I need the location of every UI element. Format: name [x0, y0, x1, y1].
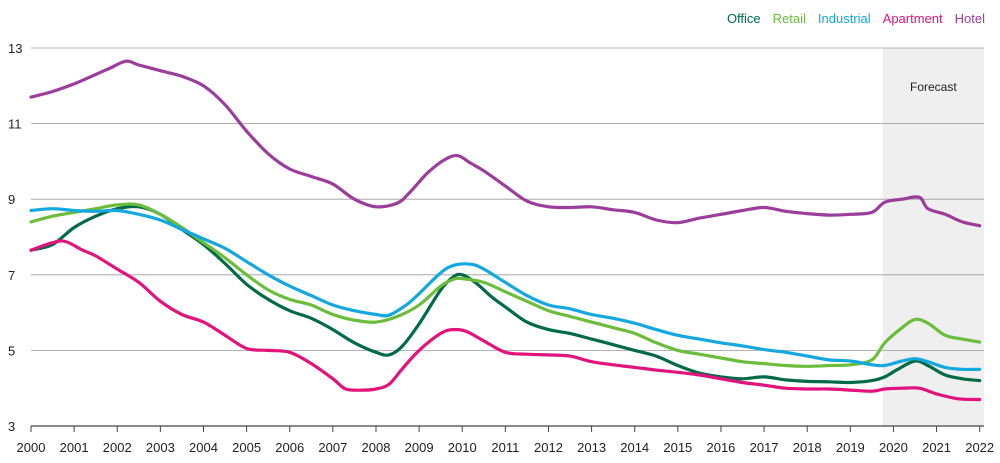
forecast-label: Forecast	[910, 80, 957, 94]
x-tick-label: 2018	[793, 440, 822, 455]
x-tick-label: 2001	[60, 440, 89, 455]
x-tick-label: 2016	[706, 440, 735, 455]
x-axis: 2000 2001 2002 2003 2004 2005 2006 2007 2008 2009…	[17, 426, 994, 455]
series-line-retail	[29, 202, 982, 368]
x-tick-label: 2019	[836, 440, 865, 455]
y-tick-label: 13	[8, 41, 22, 56]
legend: Hotel Apartment Industrial Retail Office	[727, 11, 985, 26]
x-tick-label: 2004	[189, 440, 218, 455]
gridlines	[31, 47, 984, 427]
y-tick-label: 11	[8, 117, 22, 132]
series-line-office	[29, 204, 982, 385]
legend-item-office: Office	[727, 11, 761, 26]
legend-item-apartment: Apartment	[883, 11, 943, 26]
x-tick-label: 2012	[534, 440, 563, 455]
series-line-industrial	[29, 207, 982, 372]
x-tick-label: 2021	[922, 440, 951, 455]
x-tick-label: 2022	[965, 440, 994, 455]
y-tick-label: 3	[8, 419, 15, 434]
x-tick-label: 2014	[620, 440, 649, 455]
legend-item-hotel: Hotel	[955, 11, 985, 26]
series-lines	[29, 59, 982, 402]
legend-item-retail: Retail	[773, 11, 806, 26]
legend-item-industrial: Industrial	[818, 11, 871, 26]
x-tick-label: 2020	[879, 440, 908, 455]
series-line-apartment	[29, 239, 982, 402]
x-tick-label: 2010	[448, 440, 477, 455]
y-tick-label: 7	[8, 268, 15, 283]
x-tick-label: 2003	[146, 440, 175, 455]
x-tick-label: 2005	[232, 440, 261, 455]
x-tick-label: 2017	[750, 440, 779, 455]
y-axis: 3 5 7 9 11 13	[8, 41, 22, 434]
x-tick-label: 2000	[17, 440, 46, 455]
x-tick-label: 2002	[103, 440, 132, 455]
x-tick-label: 2007	[318, 440, 347, 455]
series-line-hotel	[29, 59, 982, 228]
x-tick-label: 2009	[405, 440, 434, 455]
x-tick-label: 2015	[663, 440, 692, 455]
x-tick-label: 2008	[362, 440, 391, 455]
y-tick-label: 9	[8, 192, 15, 207]
y-tick-label: 5	[8, 343, 15, 358]
x-tick-label: 2011	[491, 440, 519, 455]
x-tick-label: 2006	[275, 440, 304, 455]
x-tick-label: 2013	[577, 440, 606, 455]
